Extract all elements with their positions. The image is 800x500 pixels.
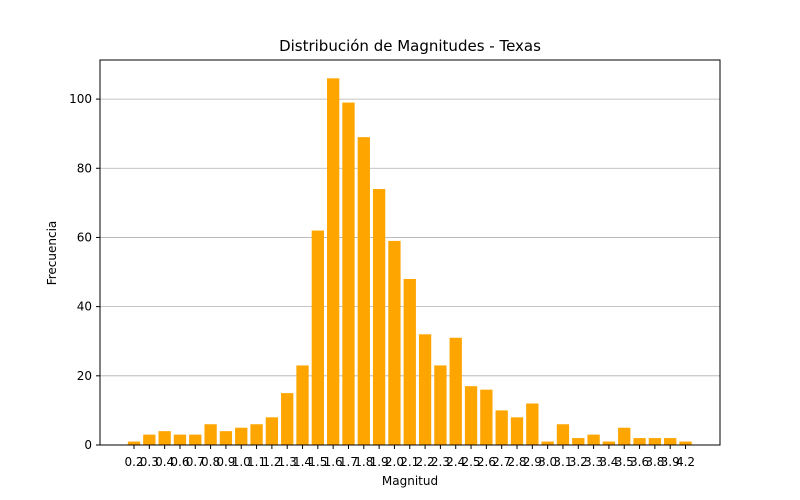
x-tick-label: 2.9 bbox=[523, 455, 542, 469]
x-tick-label: 4.2 bbox=[676, 455, 695, 469]
bar-3.4 bbox=[602, 441, 616, 445]
x-tick-label: 3.9 bbox=[661, 455, 680, 469]
x-tick-label: 3.2 bbox=[569, 455, 588, 469]
x-tick-label: 1.7 bbox=[339, 455, 358, 469]
bar-2.4 bbox=[449, 337, 462, 445]
x-tick-label: 2.0 bbox=[385, 455, 404, 469]
x-tick-label: 1.3 bbox=[278, 455, 297, 469]
bar-1.8 bbox=[357, 137, 370, 445]
x-tick-label: 0.7 bbox=[186, 455, 205, 469]
bar-3.8 bbox=[648, 438, 662, 445]
bar-1.0 bbox=[235, 427, 248, 445]
bar-2.8 bbox=[510, 417, 524, 445]
x-tick-label: 1.8 bbox=[354, 455, 373, 469]
bar-0.2 bbox=[127, 441, 141, 445]
x-tick-label: 3.6 bbox=[630, 455, 649, 469]
x-tick-label: 2.2 bbox=[416, 455, 435, 469]
x-axis: 0.20.30.40.60.70.80.91.01.11.21.31.41.51… bbox=[124, 445, 695, 469]
x-tick-label: 3.8 bbox=[645, 455, 664, 469]
x-tick-label: 0.2 bbox=[124, 455, 143, 469]
bar-0.8 bbox=[204, 424, 217, 445]
x-tick-label: 1.9 bbox=[370, 455, 389, 469]
y-tick-label: 60 bbox=[77, 230, 92, 244]
bar-4.2 bbox=[679, 441, 692, 445]
gridlines bbox=[100, 98, 720, 377]
bar-2.0 bbox=[388, 240, 401, 445]
bar-0.7 bbox=[189, 434, 202, 445]
bar-1.4 bbox=[296, 365, 309, 445]
bar-0.4 bbox=[158, 431, 171, 445]
bar-2.7 bbox=[495, 410, 508, 445]
x-tick-label: 3.3 bbox=[584, 455, 603, 469]
bar-1.7 bbox=[342, 102, 355, 445]
bar-2.6 bbox=[480, 389, 493, 445]
bar-1.2 bbox=[265, 417, 279, 445]
bar-1.3 bbox=[281, 393, 294, 445]
x-tick-label: 3.0 bbox=[538, 455, 557, 469]
y-axis-label: Frecuencia bbox=[45, 221, 59, 286]
bar-0.3 bbox=[143, 434, 156, 445]
chart-title: Distribución de Magnitudes - Texas bbox=[279, 37, 541, 55]
x-tick-label: 1.1 bbox=[247, 455, 266, 469]
bar-0.6 bbox=[173, 434, 187, 445]
y-tick-label: 0 bbox=[84, 438, 92, 452]
y-axis: 0 20 40 60 80 100 bbox=[69, 92, 100, 452]
bar-3.2 bbox=[572, 438, 585, 445]
bar-3.9 bbox=[664, 438, 677, 445]
x-tick-label: 1.4 bbox=[293, 455, 312, 469]
x-tick-label: 0.4 bbox=[155, 455, 174, 469]
bar-0.9 bbox=[219, 431, 233, 445]
bar-1.5 bbox=[311, 230, 324, 445]
bar-3.0 bbox=[541, 441, 554, 445]
x-tick-label: 1.5 bbox=[308, 455, 327, 469]
x-tick-label: 0.3 bbox=[140, 455, 159, 469]
bar-1.1 bbox=[250, 424, 263, 445]
bar-2.2 bbox=[418, 334, 432, 445]
x-axis-label: Magnitud bbox=[382, 474, 438, 488]
bar-1.9 bbox=[372, 189, 386, 445]
x-tick-label: 2.3 bbox=[431, 455, 450, 469]
bars bbox=[127, 78, 692, 445]
x-tick-label: 2.4 bbox=[446, 455, 465, 469]
x-tick-label: 1.2 bbox=[262, 455, 281, 469]
y-tick-label: 40 bbox=[77, 300, 92, 314]
y-tick-label: 100 bbox=[69, 92, 92, 106]
x-tick-label: 3.5 bbox=[615, 455, 634, 469]
bar-3.5 bbox=[618, 427, 631, 445]
x-tick-label: 2.8 bbox=[507, 455, 526, 469]
x-tick-label: 2.7 bbox=[492, 455, 511, 469]
x-tick-label: 0.6 bbox=[170, 455, 189, 469]
x-tick-label: 1.0 bbox=[232, 455, 251, 469]
x-tick-label: 2.5 bbox=[461, 455, 480, 469]
x-tick-label: 2.1 bbox=[400, 455, 419, 469]
x-tick-label: 2.6 bbox=[477, 455, 496, 469]
bar-3.1 bbox=[556, 424, 570, 445]
x-tick-label: 3.1 bbox=[553, 455, 572, 469]
x-tick-label: 1.6 bbox=[324, 455, 343, 469]
bar-3.3 bbox=[587, 434, 600, 445]
x-tick-label: 0.8 bbox=[201, 455, 220, 469]
x-tick-label: 0.9 bbox=[216, 455, 235, 469]
y-tick-label: 20 bbox=[77, 369, 92, 383]
bar-1.6 bbox=[327, 78, 340, 445]
bar-2.3 bbox=[434, 365, 447, 445]
y-tick-label: 80 bbox=[77, 161, 92, 175]
bar-3.6 bbox=[633, 438, 646, 445]
bar-2.1 bbox=[403, 278, 416, 445]
bar-2.9 bbox=[526, 403, 539, 445]
x-tick-label: 3.4 bbox=[599, 455, 618, 469]
bar-2.5 bbox=[464, 386, 478, 445]
